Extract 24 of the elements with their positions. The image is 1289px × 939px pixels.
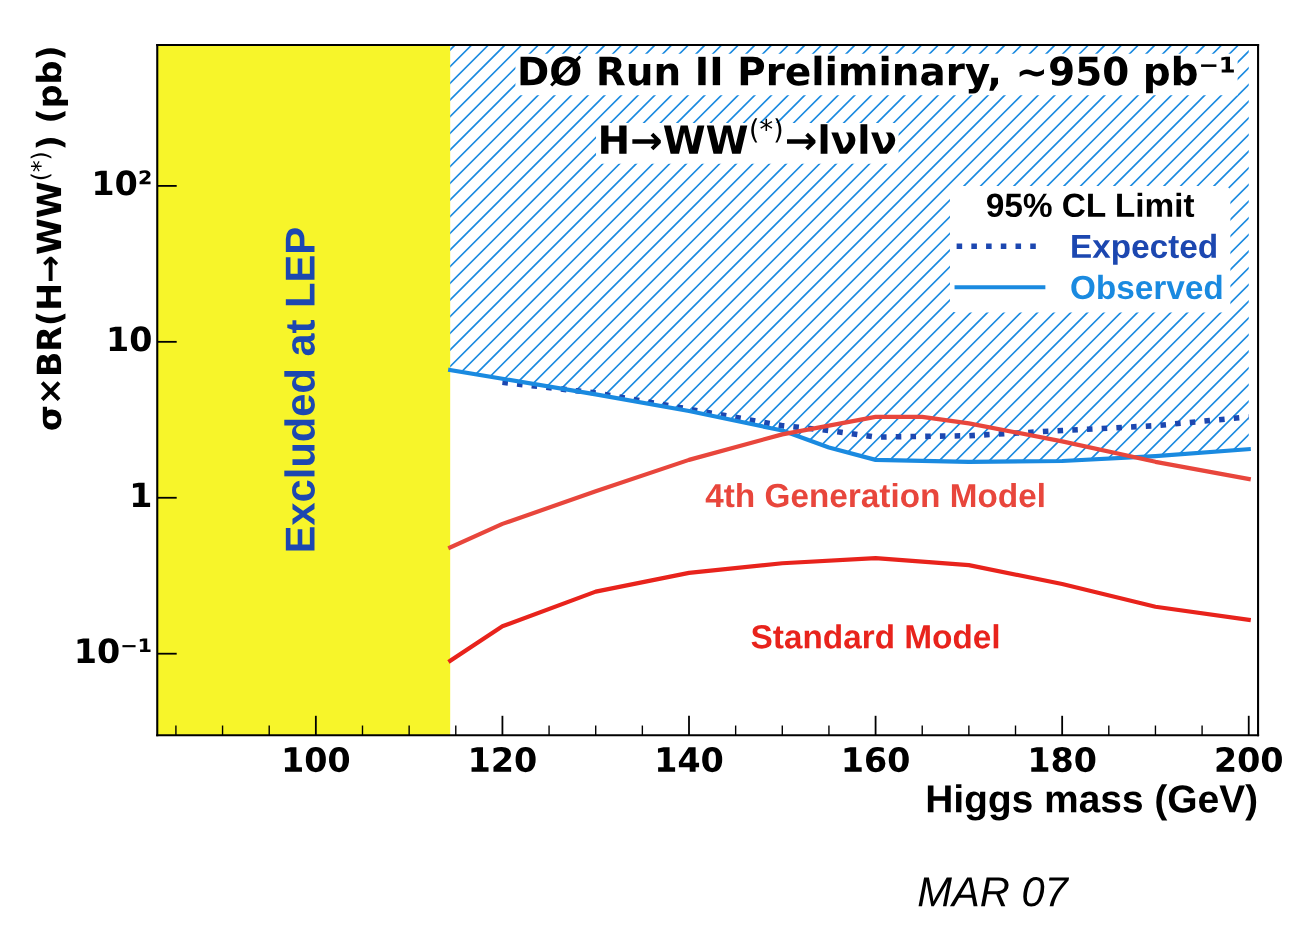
y-tick-label: 10² xyxy=(95,170,151,196)
y-axis-title: σ×BR(H→WW$^{(*)}$) (pb) xyxy=(30,48,68,430)
text: H→WW$^{(*)}$→lνlν xyxy=(601,118,896,154)
series-label: 4th Generation Model xyxy=(705,482,1044,508)
x-tick-label: 100 xyxy=(284,746,350,773)
band-label: Excluded at LEP xyxy=(284,228,315,551)
x-tick-label: 160 xyxy=(844,746,909,773)
y-tick-label: 10 xyxy=(109,326,151,352)
legend-title: 95% CL Limit xyxy=(986,192,1195,218)
line-series xyxy=(448,556,1251,663)
text: MAR 07 xyxy=(918,877,1070,907)
series-label: Standard Model xyxy=(751,624,999,649)
legend-label: Expected xyxy=(1072,233,1216,265)
chart-title: DØ Run II Preliminary, ~950 pb⁻¹ xyxy=(520,55,1234,94)
x-axis-title: Higgs mass (GeV) xyxy=(927,784,1257,821)
x-tick-label: 180 xyxy=(1031,746,1096,773)
line-series xyxy=(448,414,1251,550)
y-tick-label: 10⁻¹ xyxy=(77,638,151,664)
x-tick-label: 200 xyxy=(1216,746,1282,773)
y-tick-label: 1 xyxy=(132,482,151,507)
x-tick-label: 120 xyxy=(471,746,536,773)
x-tick-label: 140 xyxy=(657,746,723,773)
line-series xyxy=(448,367,1251,464)
legend-label: Observed xyxy=(1071,274,1222,300)
